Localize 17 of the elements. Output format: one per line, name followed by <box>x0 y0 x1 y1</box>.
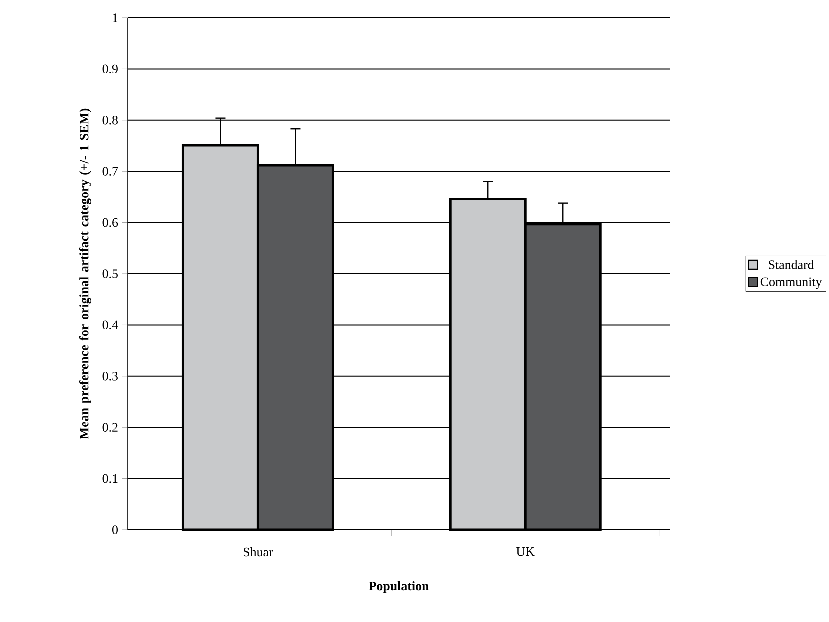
x-tick-label: UK <box>516 548 535 556</box>
y-tick-label: 0 <box>112 526 118 534</box>
y-tick-label: 0.1 <box>102 474 118 484</box>
x-tick-label: Shuar <box>244 548 274 557</box>
y-axis-title: Mean preference for original artifact category (+/- 1 SEM) <box>79 108 92 440</box>
y-tick-label: 0.2 <box>102 423 118 432</box>
x-axis-title: Population <box>368 581 430 594</box>
y-tick-label: 0.5 <box>102 270 118 278</box>
y-tick-label: 1 <box>113 14 118 22</box>
y-tick-label: 0.6 <box>102 218 118 228</box>
y-tick-label: 0.7 <box>102 167 118 176</box>
y-tick-label: 0.3 <box>102 372 118 381</box>
y-tick-label: 0.4 <box>102 320 118 330</box>
y-tick-label: 0.9 <box>102 64 118 74</box>
y-tick-label: 0.8 <box>102 116 118 125</box>
legend-label: Community <box>760 278 822 290</box>
legend-label: Standard <box>769 260 814 270</box>
